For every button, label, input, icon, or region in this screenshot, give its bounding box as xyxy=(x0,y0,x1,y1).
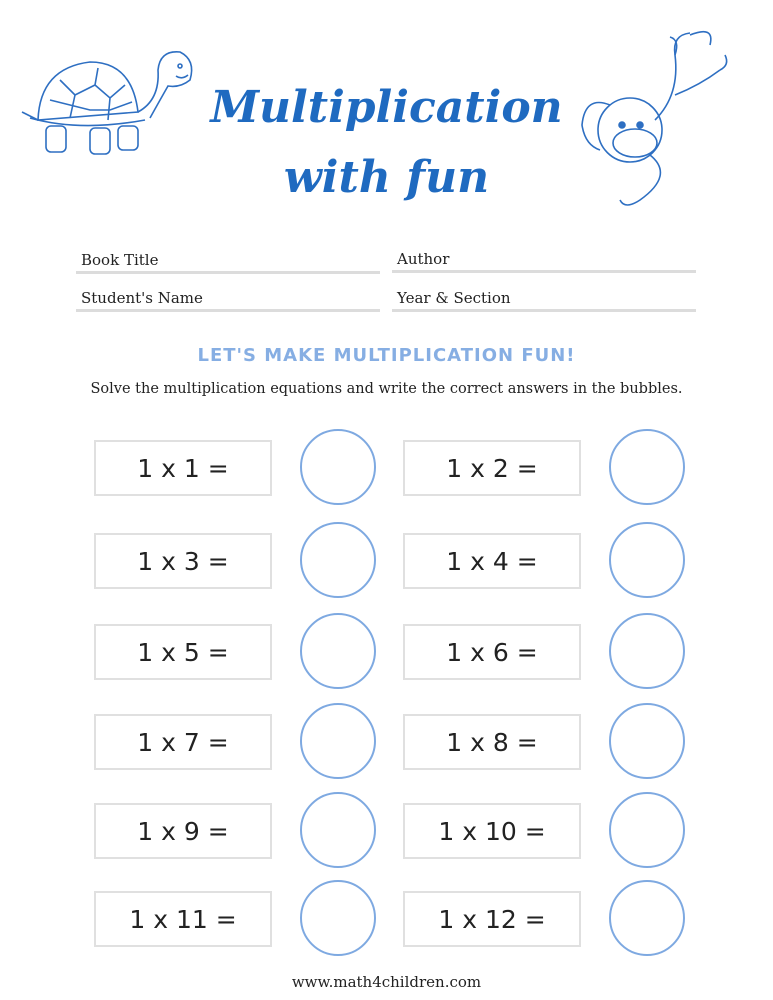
equation-box: 1 x 6 = xyxy=(403,624,581,680)
equation-box: 1 x 7 = xyxy=(94,714,272,770)
answer-bubble[interactable] xyxy=(609,429,685,505)
equation-box: 1 x 5 = xyxy=(94,624,272,680)
equation-box: 1 x 3 = xyxy=(94,533,272,589)
equation-box: 1 x 12 = xyxy=(403,891,581,947)
answer-bubble[interactable] xyxy=(609,880,685,956)
section-heading: LET'S MAKE MULTIPLICATION FUN! xyxy=(197,345,576,366)
monkey-illustration xyxy=(581,30,728,206)
title-line-2: with fun xyxy=(283,152,490,203)
title-line-1: Multiplication xyxy=(210,82,563,133)
answer-bubble[interactable] xyxy=(300,703,376,779)
turtle-illustration xyxy=(21,51,193,155)
author-field[interactable]: Author xyxy=(392,242,696,273)
answer-bubble[interactable] xyxy=(300,880,376,956)
answer-bubble[interactable] xyxy=(609,792,685,868)
equation-box: 1 x 1 = xyxy=(94,440,272,496)
answer-bubble[interactable] xyxy=(609,703,685,779)
answer-bubble[interactable] xyxy=(609,613,685,689)
equation-box: 1 x 11 = xyxy=(94,891,272,947)
footer-url: www.math4children.com xyxy=(291,973,482,991)
equation-box: 1 x 10 = xyxy=(403,803,581,859)
equation-box: 1 x 8 = xyxy=(403,714,581,770)
year-section-field[interactable]: Year & Section xyxy=(392,281,696,312)
book-title-label: Book Title xyxy=(81,251,159,269)
year-section-label: Year & Section xyxy=(397,289,511,307)
instructions: Solve the multiplication equations and w… xyxy=(90,381,683,397)
answer-bubble[interactable] xyxy=(300,792,376,868)
answer-bubble[interactable] xyxy=(300,613,376,689)
answer-bubble[interactable] xyxy=(300,522,376,598)
answer-bubble[interactable] xyxy=(300,429,376,505)
book-title-field[interactable]: Book Title xyxy=(76,243,380,274)
answer-bubble[interactable] xyxy=(609,522,685,598)
equation-box: 1 x 9 = xyxy=(94,803,272,859)
student-name-field[interactable]: Student's Name xyxy=(76,281,380,312)
equation-box: 1 x 2 = xyxy=(403,440,581,496)
author-label: Author xyxy=(397,250,450,268)
equation-box: 1 x 4 = xyxy=(403,533,581,589)
student-name-label: Student's Name xyxy=(81,289,203,307)
